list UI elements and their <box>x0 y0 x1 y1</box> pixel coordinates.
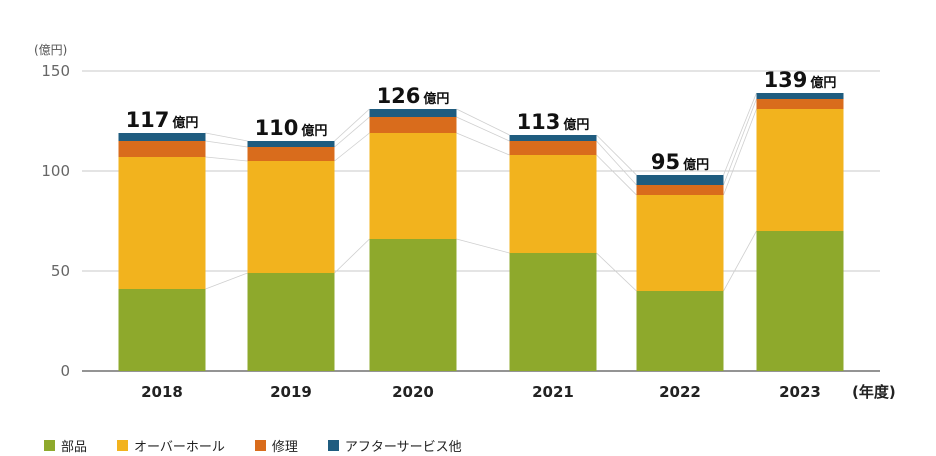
legend-item: 修理 <box>254 436 298 455</box>
connector-line <box>205 140 248 148</box>
connector-line <box>456 116 510 142</box>
connector-line <box>596 134 637 176</box>
bar-segment <box>118 141 206 157</box>
bar-segment <box>756 231 844 371</box>
bar-segment <box>369 117 457 133</box>
connector-line <box>334 238 370 274</box>
legend-item: 部品 <box>44 436 87 455</box>
bar-segment <box>509 253 597 371</box>
x-tick-label: 2023 <box>779 383 821 401</box>
bar-segment <box>118 133 206 141</box>
y-tick-label: 50 <box>51 262 70 280</box>
bar-segment <box>509 155 597 253</box>
bar-segment <box>636 175 724 185</box>
bar-segment <box>247 273 335 371</box>
connector-line <box>596 252 637 292</box>
chart-legend: 部品 オーバーホール 修理 アフターサービス他 <box>44 436 492 455</box>
legend-label: 部品 <box>61 440 88 455</box>
connector-line <box>723 92 757 176</box>
bar-segment <box>118 157 206 289</box>
connector-line <box>456 238 510 254</box>
x-tick-label: 2018 <box>141 383 183 401</box>
x-axis-unit-label: (年度) <box>852 383 896 401</box>
total-label: 126 億円 <box>377 84 450 108</box>
bar-segment <box>247 141 335 147</box>
legend-item: オーバーホール <box>117 436 225 455</box>
legend-swatch <box>117 440 129 451</box>
legend-swatch <box>254 440 266 451</box>
legend-label: アフターサービス他 <box>344 440 462 455</box>
bar-segment <box>636 185 724 195</box>
bar-segment <box>756 93 844 99</box>
legend-label: オーバーホール <box>134 440 225 455</box>
total-label: 139 億円 <box>764 68 837 92</box>
connector-line <box>723 230 757 292</box>
bar-segment <box>509 141 597 155</box>
bars <box>118 93 844 371</box>
chart-canvas: (億円) (年度) 0 50 100 150 2018 117 億円 2019 110 億円 202… <box>34 43 896 401</box>
y-tick-label: 150 <box>41 62 70 80</box>
bar-segment <box>247 161 335 273</box>
bar-segment <box>369 109 457 117</box>
total-label: 117 億円 <box>126 108 199 132</box>
labels: 0 50 100 150 2018 117 億円 2019 110 億円 2020 126 億円 2021… <box>41 62 836 401</box>
legend-item: アフターサービス他 <box>327 436 462 455</box>
connector-line <box>334 108 370 142</box>
connector-line <box>205 272 248 290</box>
legend-label: 修理 <box>271 440 298 455</box>
connector-line <box>205 156 248 162</box>
connector-line <box>723 98 757 186</box>
bar-segment <box>369 133 457 239</box>
connector-line <box>596 140 637 186</box>
total-label: 95 億円 <box>651 150 709 174</box>
bar-segment <box>247 147 335 161</box>
bar-connector-lines <box>205 92 757 292</box>
gridlines <box>82 70 880 372</box>
x-tick-label: 2020 <box>392 383 434 401</box>
x-tick-label: 2019 <box>270 383 312 401</box>
y-tick-label: 0 <box>60 362 70 380</box>
bar-segment <box>636 291 724 371</box>
bar-segment <box>756 109 844 231</box>
bar-segment <box>369 239 457 371</box>
legend-swatch <box>327 440 339 451</box>
connector-line <box>723 108 757 196</box>
connector-line <box>596 154 637 196</box>
connector-line <box>205 132 248 142</box>
y-tick-label: 100 <box>41 162 70 180</box>
connector-line <box>456 108 510 136</box>
bar-segment <box>118 289 206 371</box>
bar-segment <box>756 99 844 109</box>
connector-line <box>456 132 510 156</box>
total-label: 110 億円 <box>255 116 328 140</box>
total-label: 113 億円 <box>517 110 590 134</box>
connector-line <box>334 116 370 148</box>
x-tick-label: 2022 <box>659 383 701 401</box>
bar-segment <box>636 195 724 291</box>
legend-swatch <box>44 440 55 451</box>
x-tick-label: 2021 <box>532 383 574 401</box>
y-axis-unit-label: (億円) <box>34 43 67 57</box>
connector-line <box>334 132 370 162</box>
bar-segment <box>509 135 597 141</box>
